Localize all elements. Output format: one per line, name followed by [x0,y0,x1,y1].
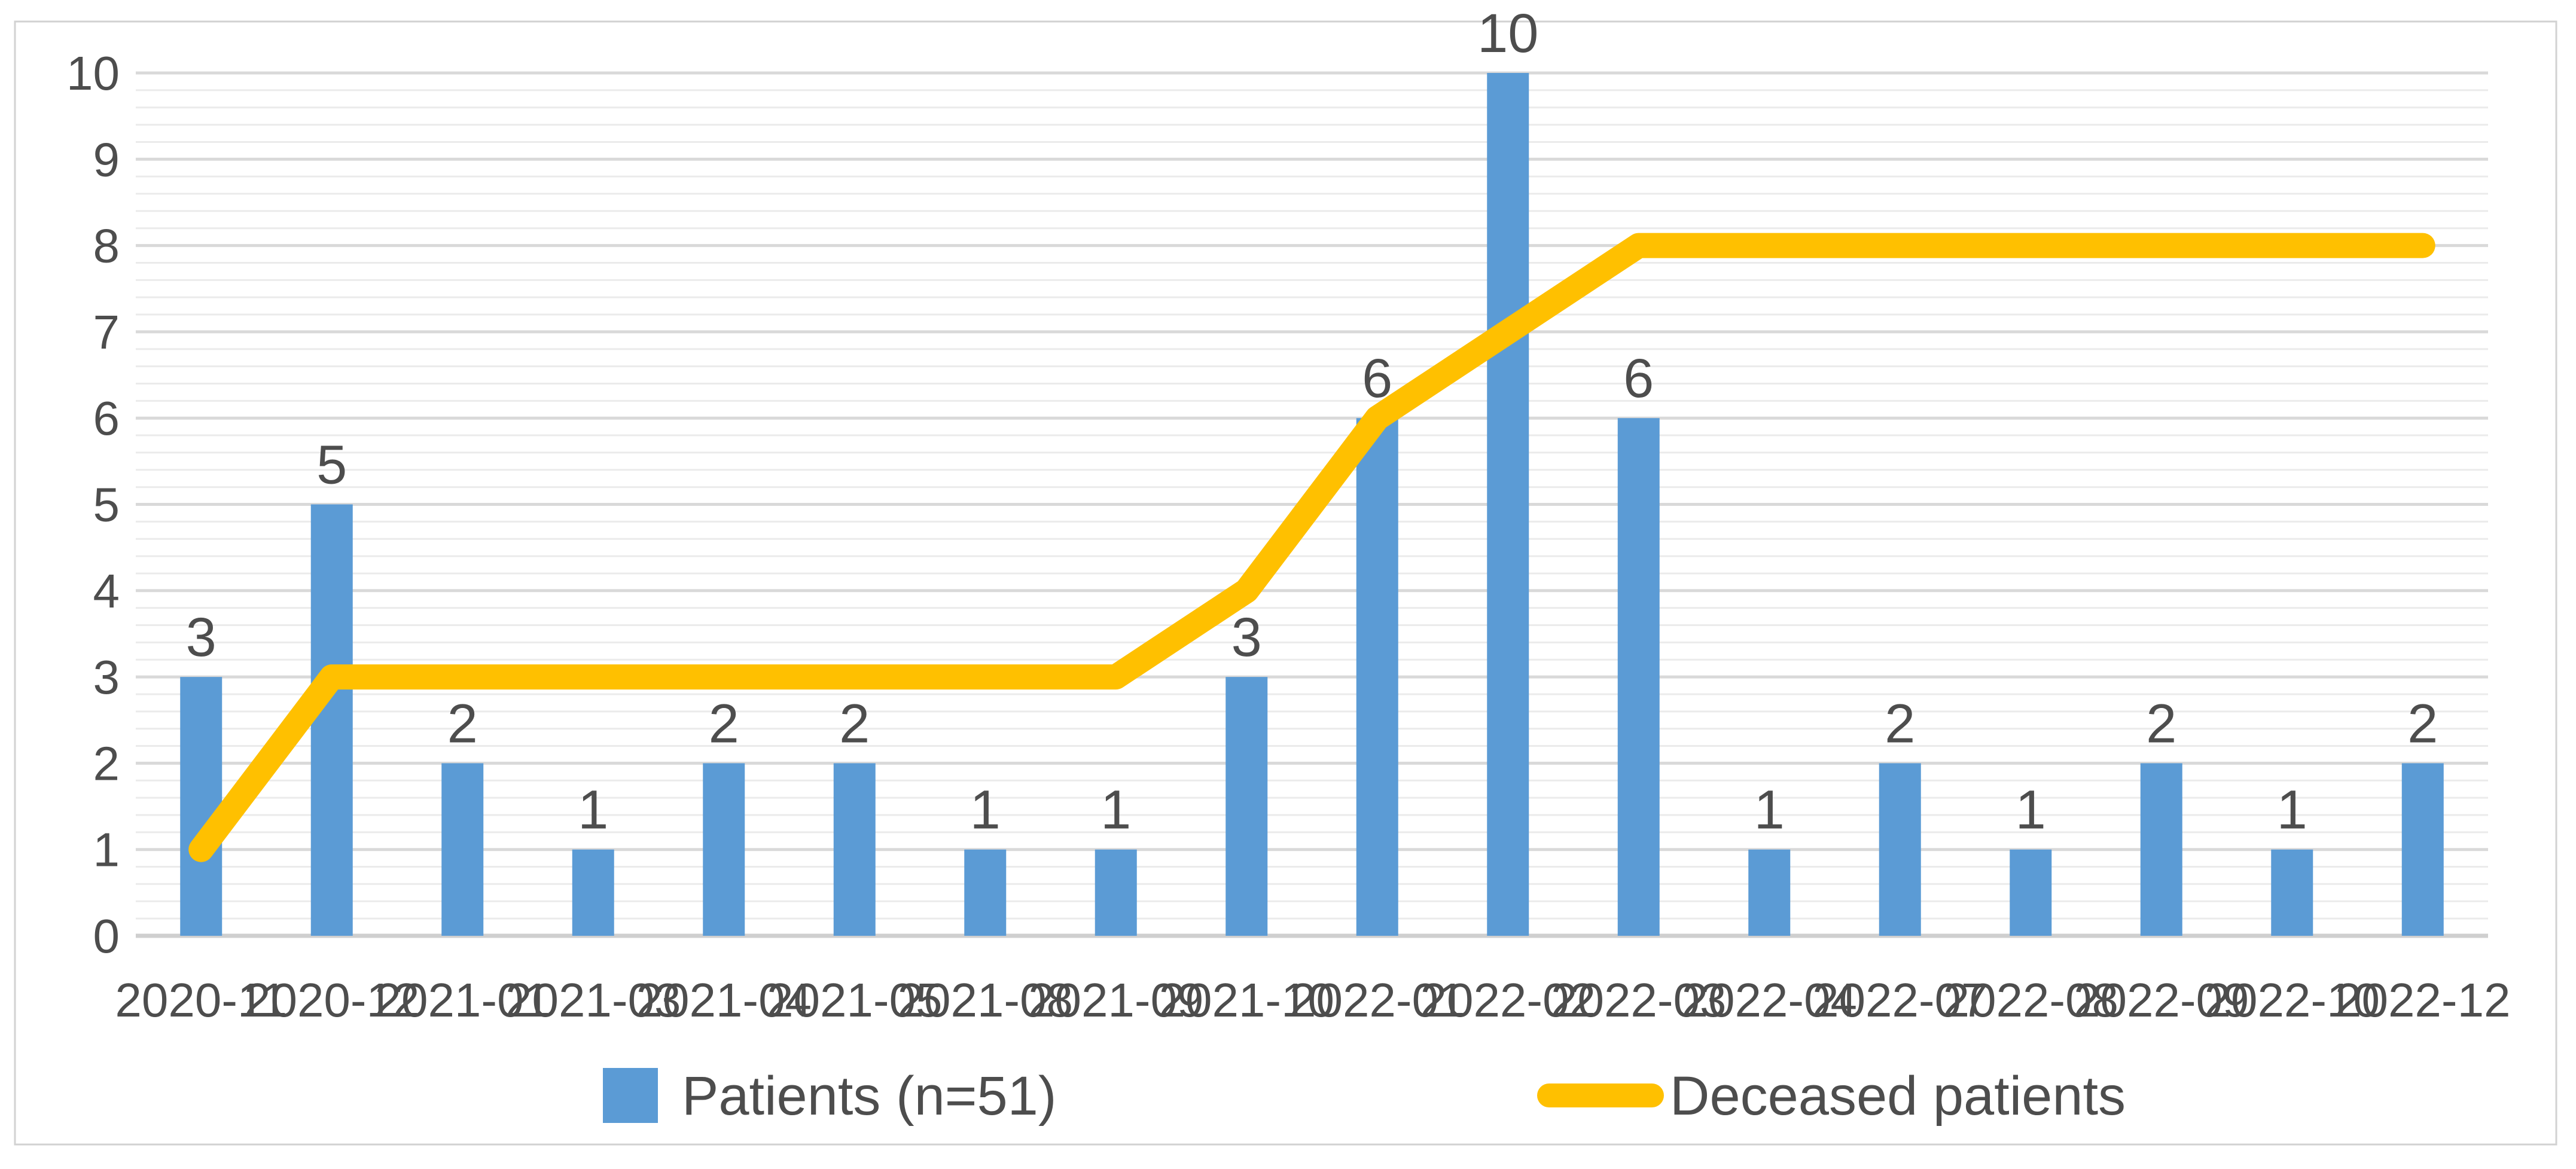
y-axis-labels: 0 1 2 3 4 5 6 7 8 9 10 [66,47,120,963]
bar-label: 2 [2407,693,2438,754]
bar-2020-11 [180,677,222,936]
bar-data-labels: 3 5 2 1 2 2 1 1 3 6 10 6 1 2 1 2 1 2 [186,3,2438,841]
bar-label: 2 [2146,693,2176,754]
x-tick-label: 2021-10 [1159,973,1334,1027]
bar-label: 10 [1477,3,1538,64]
bar-2022-07 [1879,763,1921,936]
bar-series-patients [180,73,2444,936]
legend-label-deceased: Deceased patients [1670,1066,2126,1127]
bar-label: 1 [578,780,608,841]
y-tick-label: 9 [93,133,120,186]
y-tick-label: 0 [93,909,120,963]
bar-2021-04 [703,763,745,936]
x-tick-label: 2021-09 [1028,973,1204,1027]
x-axis-labels: 2020-112020-122021-012021-032021-042021-… [115,973,2510,1027]
y-tick-label: 1 [93,823,120,877]
bar-label: 6 [1623,348,1654,409]
bar-label: 3 [1231,607,1262,668]
bar-label: 2 [1885,693,1915,754]
x-tick-label: 2020-12 [244,973,420,1027]
bar-label: 2 [447,693,478,754]
bar-2022-01 [1356,418,1398,936]
bar-label: 2 [709,693,739,754]
deceased-patients-line [188,233,2435,862]
bar-2022-02 [1487,73,1529,936]
bar-2021-09 [1095,849,1137,936]
x-tick-label: 2021-04 [636,973,812,1027]
chart-border [14,20,2557,1146]
bar-label: 1 [2016,780,2046,841]
x-tick-label: 2021-03 [505,973,681,1027]
x-tick-label: 2022-02 [1420,973,1596,1027]
legend: Patients (n=51) Deceased patients [603,1066,2126,1127]
x-tick-label: 2022-09 [2074,973,2249,1027]
bar-label: 1 [970,780,1001,841]
y-tick-label: 4 [93,564,120,618]
y-tick-label: 3 [93,651,120,704]
bar-label: 5 [316,435,347,496]
bar-2021-08 [964,849,1007,936]
bar-2021-10 [1225,677,1268,936]
legend-label-patients: Patients (n=51) [682,1066,1056,1127]
x-tick-label: 2020-11 [115,973,287,1027]
x-tick-label: 2022-10 [2204,973,2380,1027]
bar-2022-04 [1748,849,1791,936]
bar-label: 1 [1100,780,1131,841]
bar-label: 1 [2277,780,2307,841]
bar-label: 6 [1362,348,1392,409]
bar-2022-03 [1617,418,1660,936]
x-tick-label: 2022-07 [1812,973,1988,1027]
bar-2022-08 [2010,849,2052,936]
bar-2022-09 [2140,763,2182,936]
bar-2020-12 [310,504,353,936]
bar-label: 2 [839,693,870,754]
x-tick-label: 2021-01 [374,973,550,1027]
x-tick-label: 2022-12 [2335,973,2511,1027]
x-tick-label: 2022-08 [1943,973,2118,1027]
bar-2022-10 [2271,849,2313,936]
y-tick-label: 2 [93,737,120,790]
y-tick-label: 6 [93,392,120,445]
bar-2021-05 [833,763,876,936]
y-tick-label: 10 [66,47,120,100]
y-tick-label: 7 [93,306,120,359]
y-tick-label: 5 [93,478,120,532]
x-tick-label: 2021-08 [897,973,1073,1027]
legend-swatch-patients [603,1068,658,1123]
x-tick-label: 2022-01 [1289,973,1465,1027]
bar-2021-03 [572,849,614,936]
y-tick-label: 8 [93,219,120,273]
x-tick-label: 2021-05 [767,973,943,1027]
bar-2022-12 [2401,763,2444,936]
x-tick-label: 2022-04 [1681,973,1857,1027]
bar-label: 1 [1754,780,1785,841]
bar-label: 3 [186,607,217,668]
x-tick-label: 2022-03 [1551,973,1727,1027]
bar-2021-01 [441,763,484,936]
